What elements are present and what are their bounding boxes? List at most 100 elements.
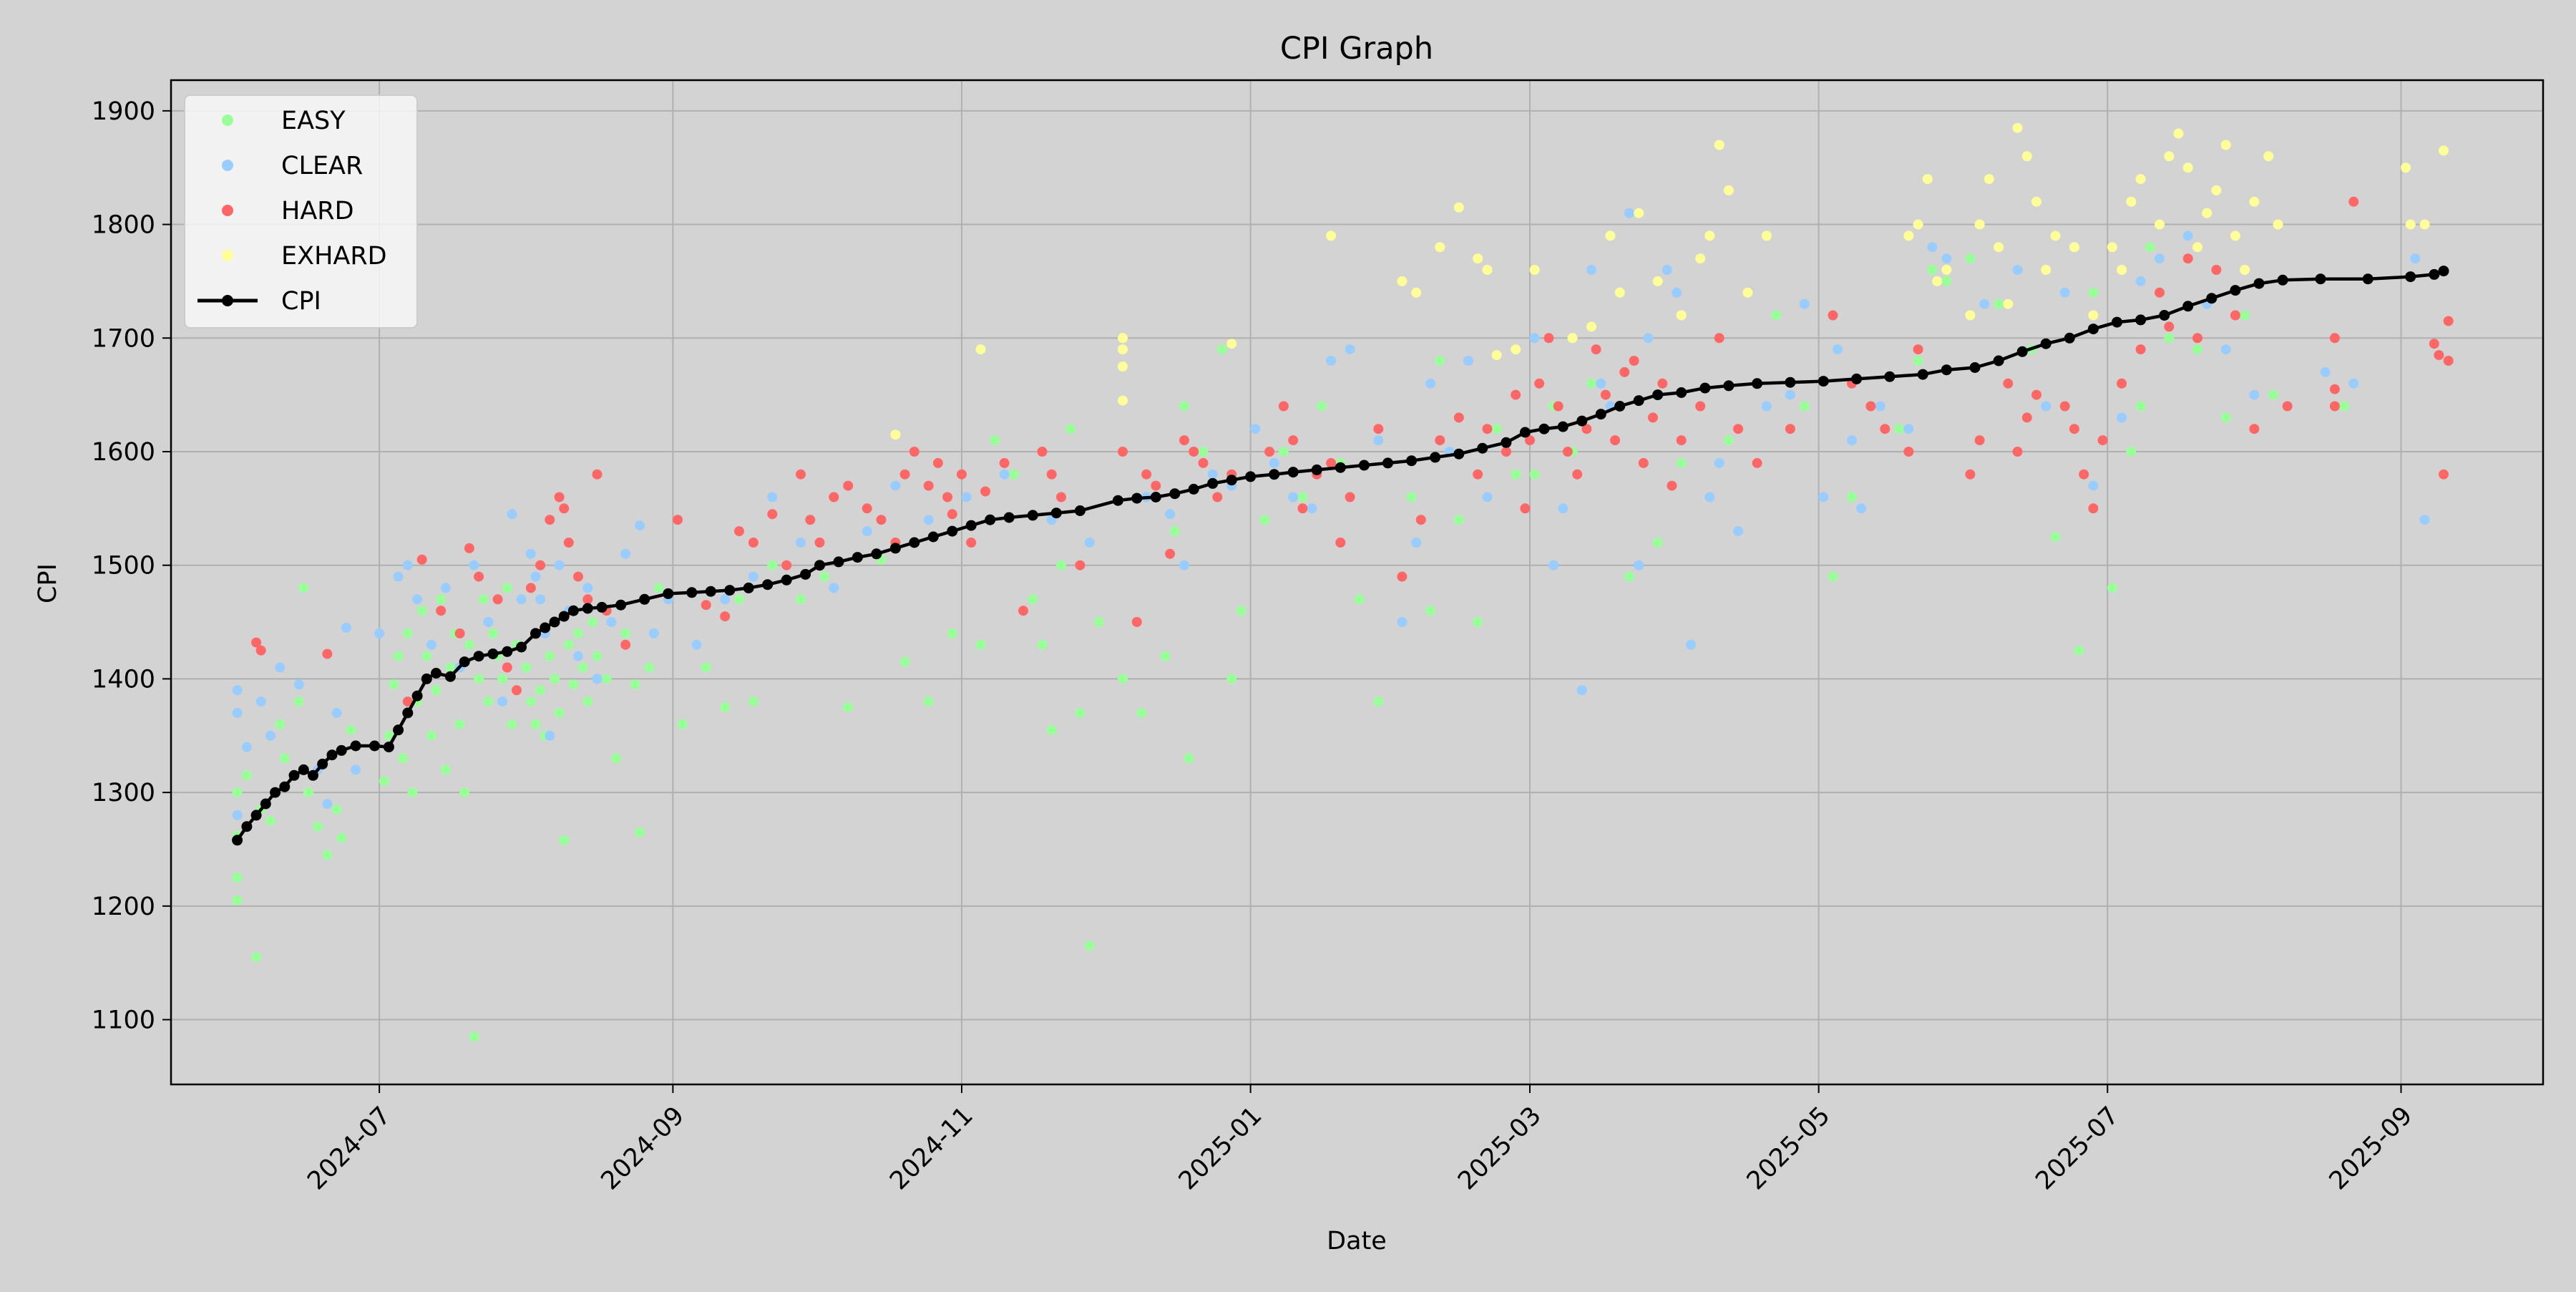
exhard-point xyxy=(890,429,901,440)
easy-point xyxy=(275,719,286,729)
clear-point xyxy=(2419,515,2430,525)
exhard-point xyxy=(1903,230,1914,241)
cpi-point xyxy=(241,821,253,832)
easy-point xyxy=(734,594,744,605)
cpi-point xyxy=(1941,364,1952,376)
clear-point xyxy=(1704,492,1715,502)
easy-point xyxy=(1179,401,1189,412)
cpi-point xyxy=(1993,355,2004,366)
hard-point xyxy=(1326,457,1337,468)
clear-point xyxy=(2220,344,2231,355)
easy-point xyxy=(2050,532,2061,542)
legend-marker-cpi xyxy=(222,295,233,306)
clear-point xyxy=(241,742,252,752)
hard-point xyxy=(2329,384,2340,394)
cpi-point xyxy=(800,568,811,580)
easy-point xyxy=(1316,401,1327,412)
hard-point xyxy=(843,480,854,491)
easy-point xyxy=(1056,560,1066,570)
clear-point xyxy=(1288,492,1299,502)
easy-point xyxy=(568,679,579,690)
cpi-point xyxy=(402,707,414,719)
clear-point xyxy=(1833,344,1843,355)
hard-point xyxy=(1397,571,1407,582)
easy-point xyxy=(1065,424,1076,434)
hard-point xyxy=(947,509,957,520)
hard-point xyxy=(1482,424,1493,434)
easy-point xyxy=(767,560,778,570)
cpi-point xyxy=(431,668,441,679)
clear-point xyxy=(1250,424,1261,434)
clear-point xyxy=(648,628,659,638)
clear-point xyxy=(516,594,527,605)
easy-point xyxy=(426,730,436,741)
exhard-point xyxy=(1994,242,2004,253)
easy-point xyxy=(303,787,313,798)
easy-point xyxy=(899,656,910,667)
exhard-point xyxy=(1586,321,1596,332)
easy-point xyxy=(232,895,243,905)
hard-point xyxy=(2069,424,2079,434)
legend-marker-easy xyxy=(222,115,233,126)
hard-point xyxy=(554,492,565,502)
legend-marker-hard xyxy=(222,205,233,216)
exhard-point xyxy=(1723,185,1734,195)
y-tick-label: 1200 xyxy=(92,893,155,921)
exhard-point xyxy=(1652,276,1663,286)
cpi-point xyxy=(1576,415,1588,427)
easy-point xyxy=(1828,571,1838,582)
exhard-point xyxy=(2155,219,2165,230)
hard-point xyxy=(255,645,266,656)
easy-point xyxy=(507,719,517,729)
cpi-point xyxy=(2112,316,2122,328)
easy-point xyxy=(1941,276,1952,286)
hard-point xyxy=(2031,389,2041,400)
easy-point xyxy=(1965,253,1976,264)
clear-point xyxy=(341,623,351,633)
hard-point xyxy=(1056,492,1066,502)
cpi-point xyxy=(1633,395,1644,407)
cpi-point xyxy=(1752,378,1763,389)
hard-point xyxy=(2003,378,2014,389)
hard-point xyxy=(1520,503,1531,514)
hard-point xyxy=(1018,606,1028,616)
cpi-point xyxy=(2182,301,2194,312)
easy-point xyxy=(431,685,441,696)
easy-point xyxy=(389,679,399,690)
clear-point xyxy=(2182,230,2193,241)
cpi-point xyxy=(1050,507,1062,519)
easy-point xyxy=(2074,645,2084,656)
hard-point xyxy=(1581,424,1592,434)
cpi-point xyxy=(411,690,423,701)
clear-point xyxy=(1373,435,1384,446)
cpi-point xyxy=(393,724,404,736)
cpi-point xyxy=(1269,469,1280,480)
chart-title: CPI Graph xyxy=(1280,31,1433,67)
hard-point xyxy=(999,457,1010,468)
hard-point xyxy=(829,492,839,502)
clear-point xyxy=(1624,208,1634,218)
hard-point xyxy=(1638,457,1649,468)
clear-point xyxy=(2155,253,2165,264)
exhard-point xyxy=(1529,265,1540,275)
hard-point xyxy=(2211,265,2222,275)
hard-point xyxy=(814,538,825,548)
clear-point xyxy=(1558,503,1568,514)
easy-point xyxy=(545,651,555,661)
y-tick-label: 1600 xyxy=(92,438,155,467)
hard-point xyxy=(1453,412,1464,423)
legend-label-hard: HARD xyxy=(281,197,354,225)
easy-point xyxy=(2192,344,2202,355)
hard-point xyxy=(416,554,427,565)
cpi-point xyxy=(1287,467,1299,478)
hard-point xyxy=(1752,457,1762,468)
clear-point xyxy=(890,480,901,491)
hard-point xyxy=(1903,447,1914,457)
exhard-point xyxy=(2401,162,2411,173)
clear-point xyxy=(862,526,872,537)
cpi-point xyxy=(2040,338,2051,349)
x-axis-label: Date xyxy=(1327,1227,1387,1255)
exhard-point xyxy=(2031,196,2041,207)
easy-point xyxy=(478,594,489,605)
easy-point xyxy=(677,719,688,729)
